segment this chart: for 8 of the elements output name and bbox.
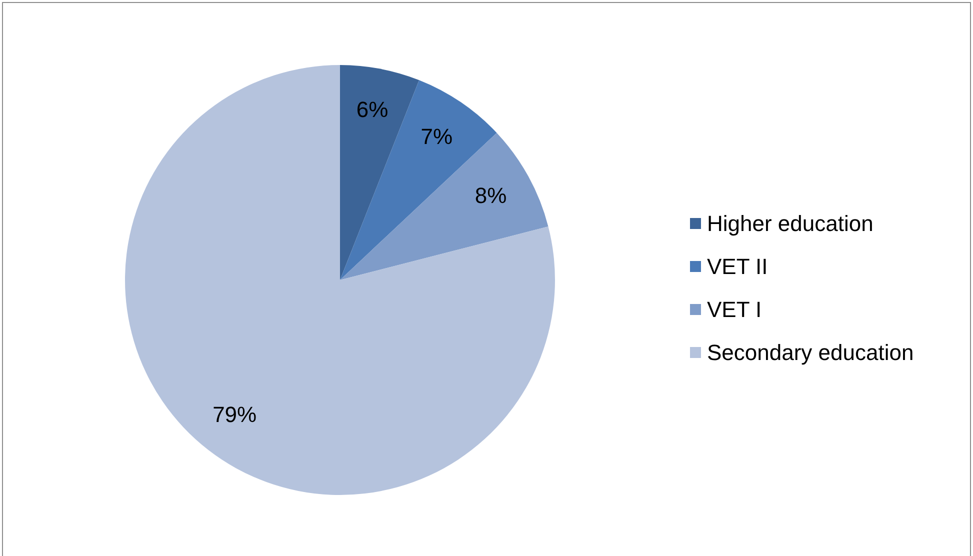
legend-label: Secondary education [707,340,914,366]
legend-label: VET II [707,254,768,280]
data-label: 7% [420,124,453,149]
legend-label: Higher education [707,210,874,236]
data-label: 8% [474,183,507,208]
data-label: 79% [212,402,257,427]
legend-label: VET I [707,296,762,322]
data-label: 6% [356,97,388,122]
